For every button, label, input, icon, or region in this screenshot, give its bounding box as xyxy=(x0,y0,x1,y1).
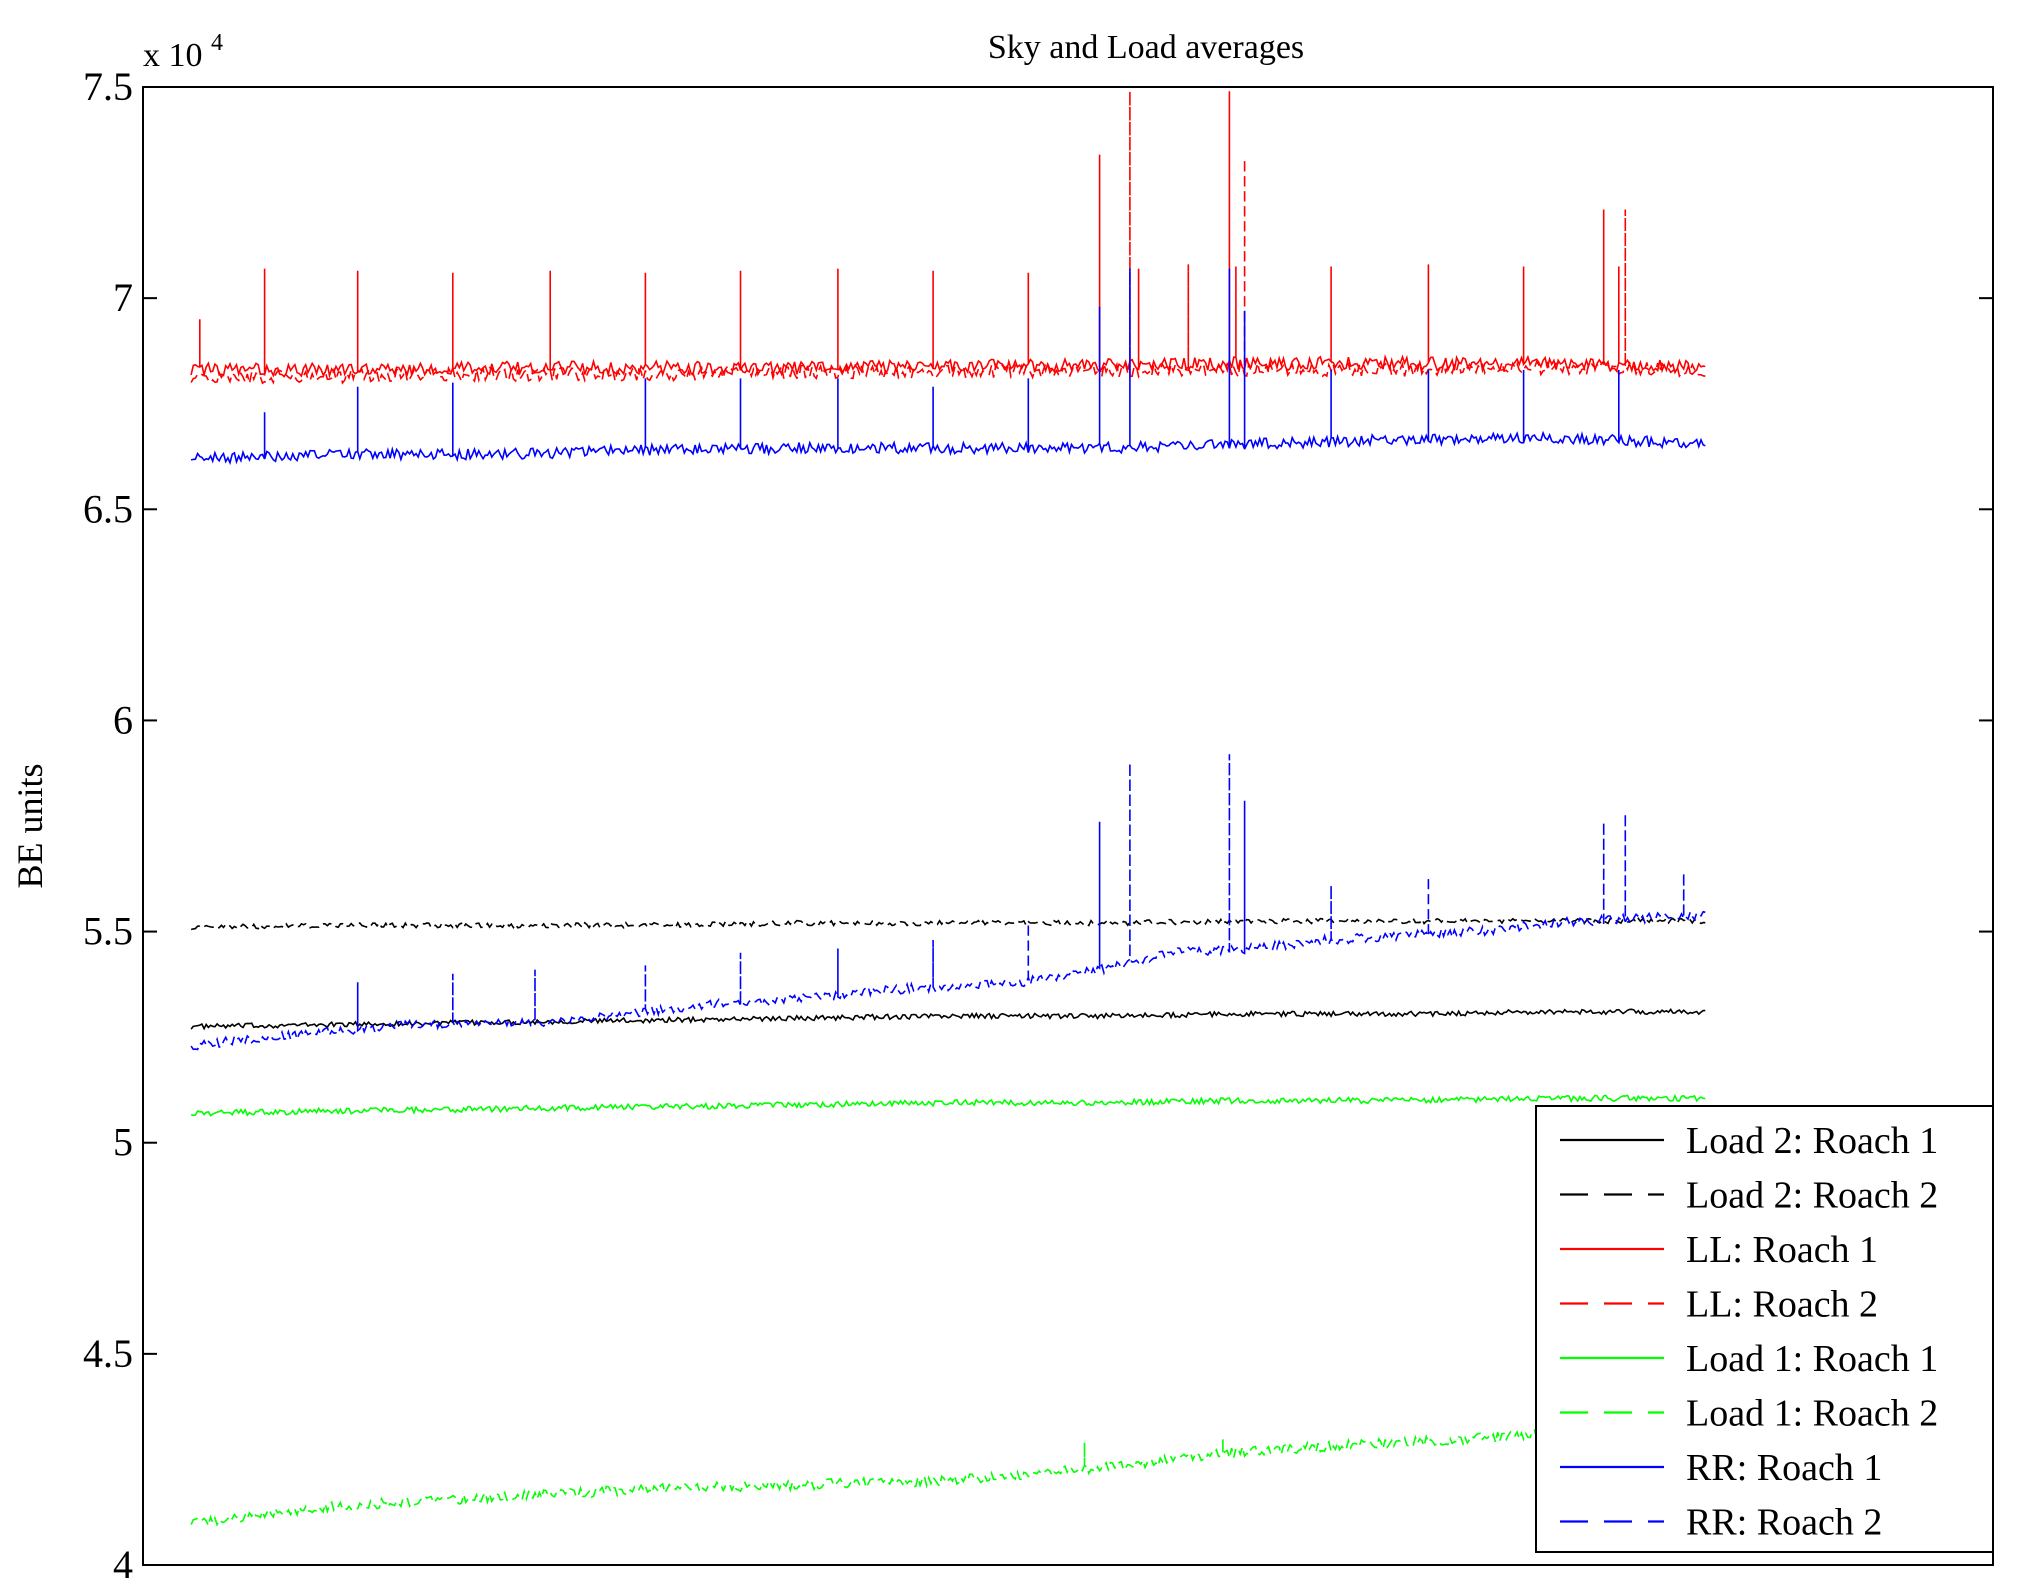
y-axis-multiplier: x 10 4 xyxy=(143,30,223,74)
y-axis-multiplier-exponent: 4 xyxy=(211,30,223,56)
plot-lines xyxy=(190,91,1706,1528)
series-line-6 xyxy=(190,268,1706,466)
series-line-4 xyxy=(190,1093,1706,1117)
legend-label-6: RR: Roach 1 xyxy=(1686,1447,1882,1489)
series-line-3 xyxy=(190,91,1706,386)
legend-label-3: LL: Roach 2 xyxy=(1686,1284,1878,1326)
y-tick-label: 6.5 xyxy=(83,486,133,531)
axes-frame xyxy=(142,86,1994,1566)
y-axis-label: BE units xyxy=(10,763,50,888)
legend-label-5: Load 1: Roach 2 xyxy=(1686,1393,1938,1435)
chart-title: Sky and Load averages xyxy=(988,29,1304,66)
legend-label-4: Load 1: Roach 1 xyxy=(1686,1338,1938,1380)
legend-box xyxy=(1535,1105,1994,1553)
legend-label-0: Load 2: Roach 1 xyxy=(1686,1120,1938,1162)
y-tick-label: 5.5 xyxy=(83,909,133,954)
y-axis-ticks: 4 4.5 5 5.5 6 6.5 7 7.5 xyxy=(83,64,1993,1587)
y-tick-label: 7.5 xyxy=(83,64,133,109)
legend-label-7: RR: Roach 2 xyxy=(1686,1502,1882,1544)
y-tick-label: 6 xyxy=(113,697,133,742)
y-axis-multiplier-base: x 10 xyxy=(143,37,203,74)
legend-label-2: LL: Roach 1 xyxy=(1686,1229,1878,1271)
series-line-5 xyxy=(190,1424,1706,1528)
series-line-1 xyxy=(190,917,1706,931)
y-tick-label: 5 xyxy=(113,1120,133,1165)
y-tick-label: 4 xyxy=(113,1542,133,1587)
legend-label-1: Load 2: Roach 2 xyxy=(1686,1175,1938,1217)
series-line-7 xyxy=(190,754,1706,1051)
y-tick-label: 7 xyxy=(113,275,133,320)
series-line-2 xyxy=(190,264,1706,379)
y-tick-label: 4.5 xyxy=(83,1331,133,1376)
legend: Load 2: Roach 1 Load 2: Roach 2 LL: Roach … xyxy=(1535,1105,1994,1553)
series-line-0 xyxy=(190,1007,1706,1031)
